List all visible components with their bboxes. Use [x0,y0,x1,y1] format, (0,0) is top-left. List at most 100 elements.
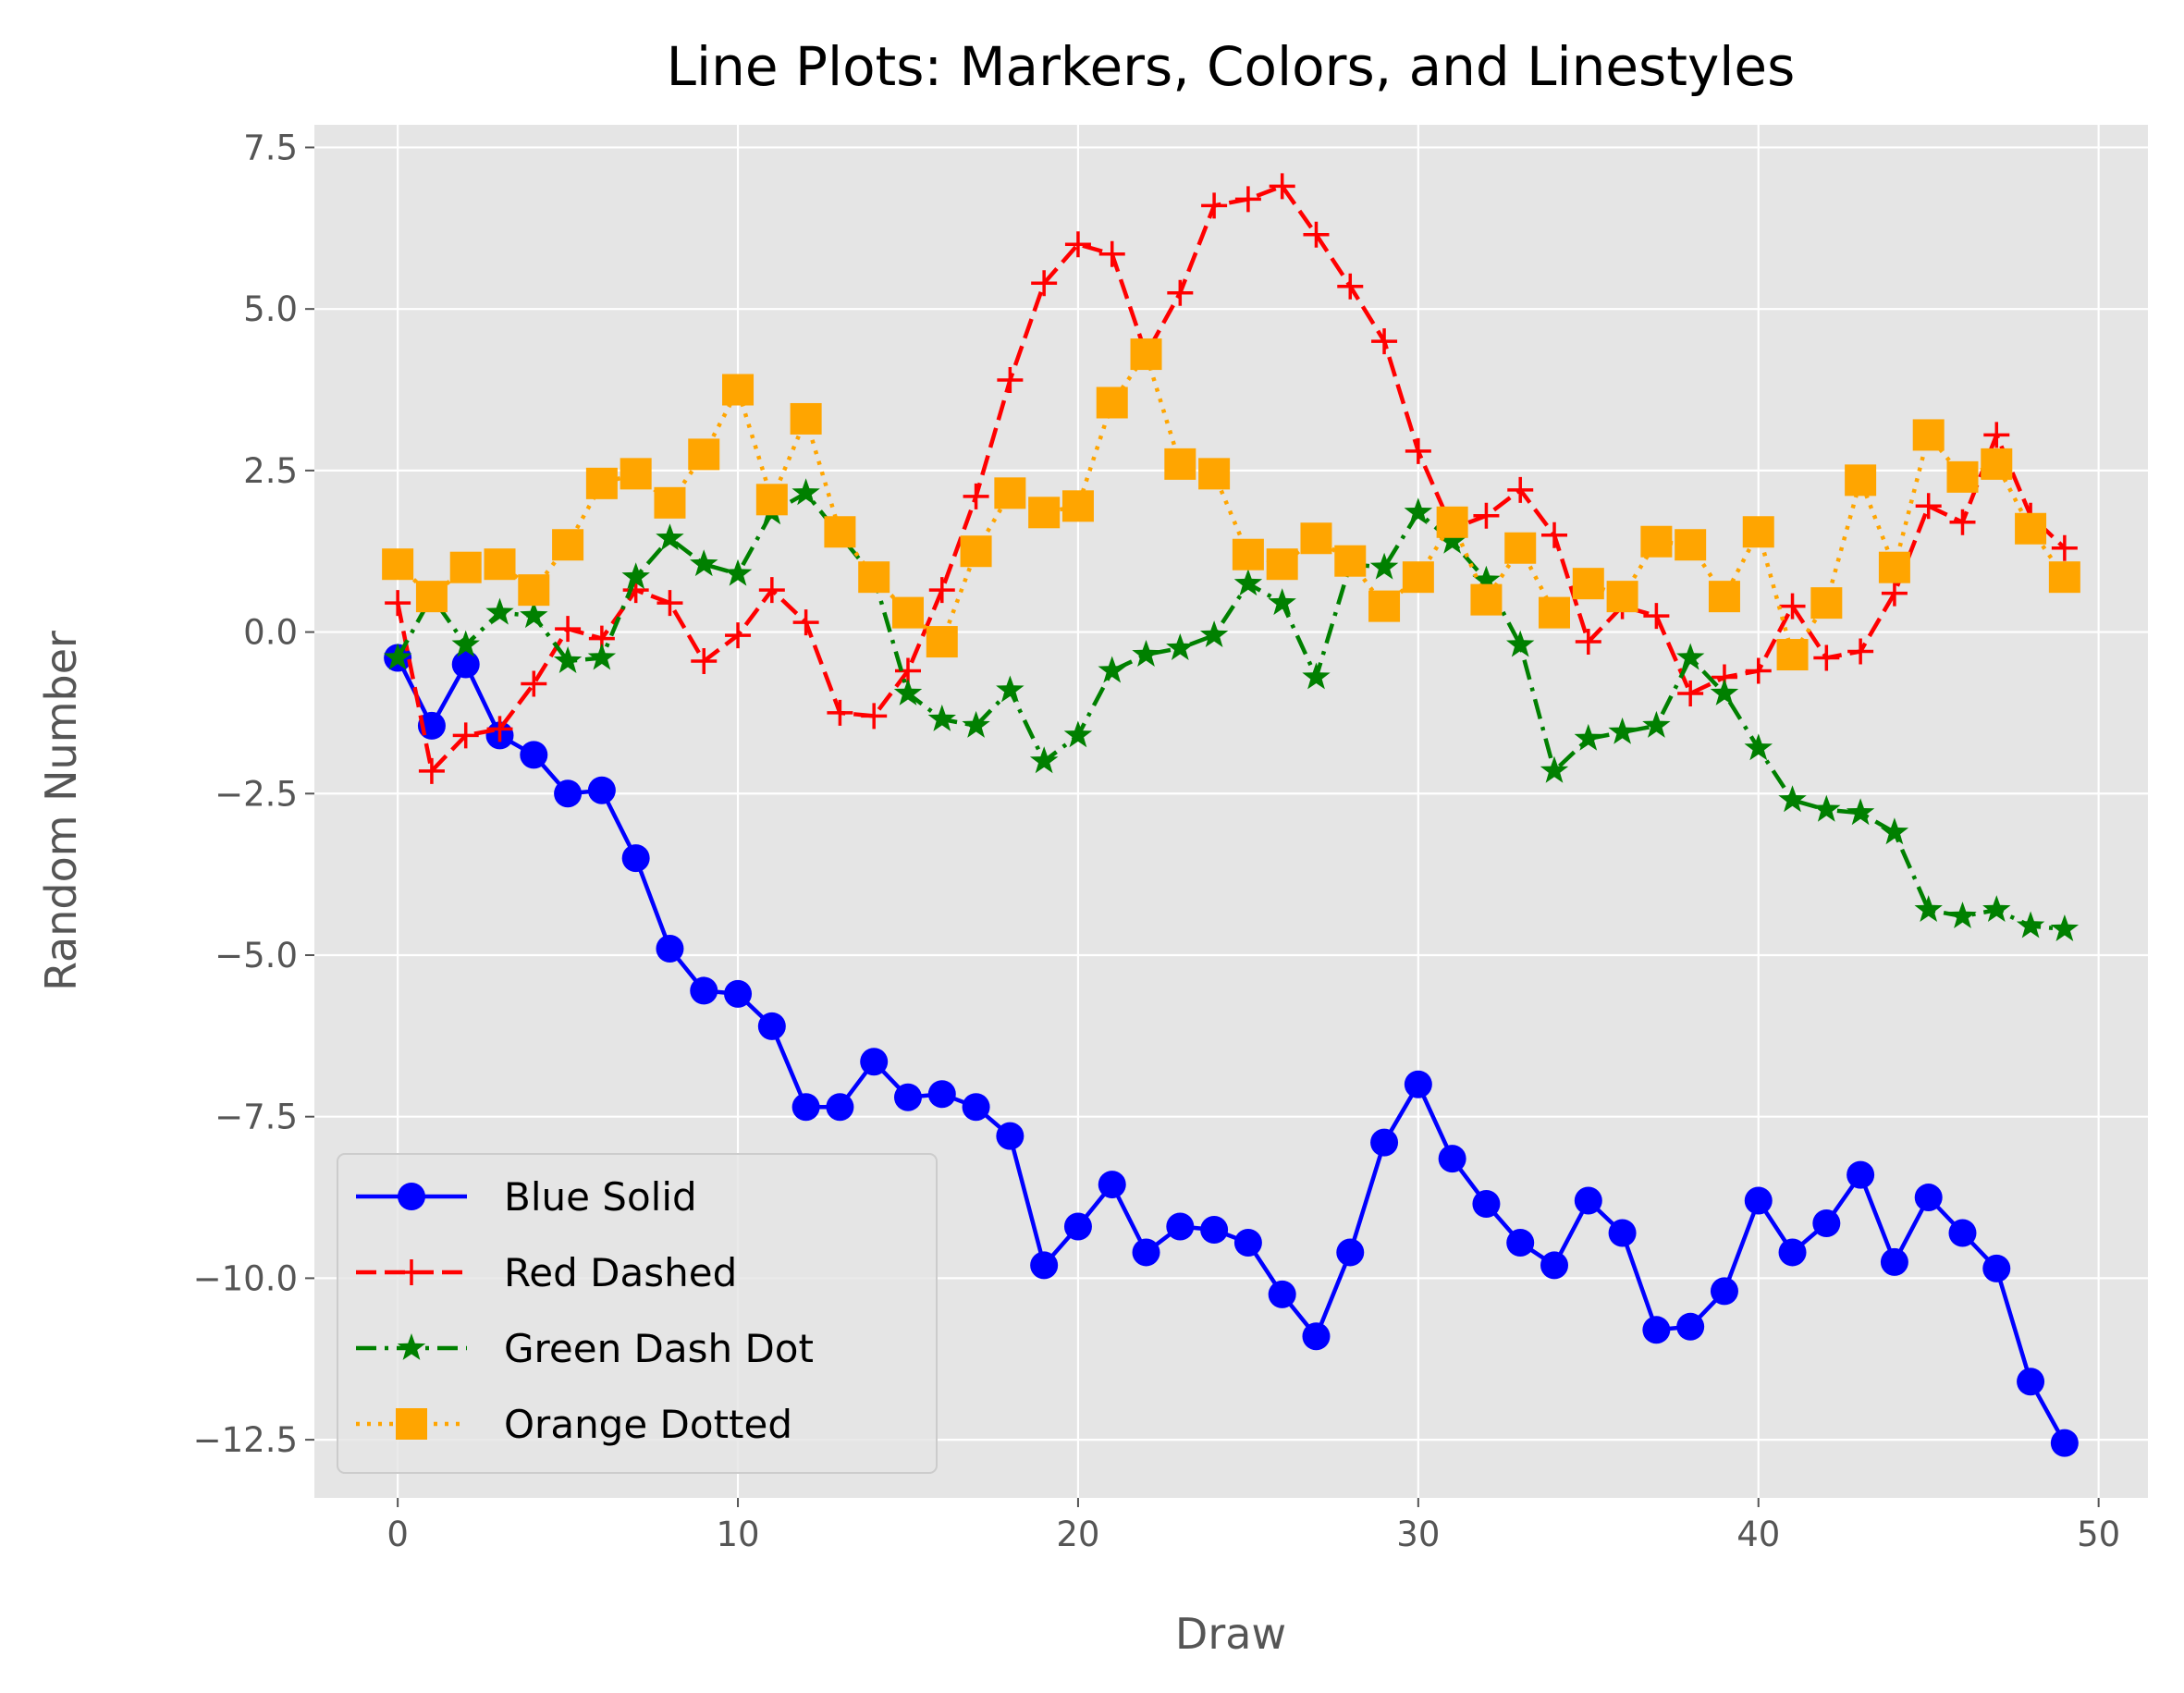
data-point-orange-dotted [891,596,924,629]
data-point-blue-solid [1268,1280,1296,1308]
data-point-orange-dotted [1436,506,1468,538]
data-point-green-dash-dot [1302,662,1331,690]
data-point-orange-dotted [1606,581,1638,613]
data-point-blue-solid [1880,1247,1908,1276]
data-point-blue-solid [1914,1184,1943,1212]
data-point-blue-solid [1948,1219,1977,1247]
data-point-green-dash-dot [962,710,990,738]
series-line-orange-dotted [396,351,2067,657]
data-point-blue-solid [1710,1277,1738,1306]
data-point-red-dashed [1234,186,1261,213]
data-point-green-dash-dot [1063,720,1093,748]
legend-marker-orange-dotted [396,1408,427,1440]
data-point-blue-solid [1404,1070,1432,1098]
data-point-blue-solid [826,1093,854,1122]
y-tick-label: −7.5 [215,1098,298,1137]
data-point-blue-solid [724,979,753,1008]
data-point-orange-dotted [1810,587,1843,620]
x-tick-label: 0 [386,1515,409,1554]
data-point-green-dash-dot [1506,630,1535,657]
data-point-green-dash-dot [1948,902,1977,928]
data-point-green-dash-dot [1982,895,2011,922]
data-point-red-dashed [1779,593,1806,620]
data-point-blue-solid [1370,1128,1399,1157]
data-point-red-dashed [1507,476,1534,503]
data-point-orange-dotted [1708,581,1740,613]
data-point-blue-solid [1744,1186,1773,1215]
data-point-green-dash-dot [1268,588,1296,616]
data-point-orange-dotted [824,516,856,548]
data-point-blue-solid [962,1093,990,1122]
data-point-red-dashed [827,699,853,726]
data-point-green-dash-dot [1438,526,1466,554]
data-point-red-dashed [1031,270,1058,297]
data-point-green-dash-dot [690,549,718,577]
data-point-orange-dotted [1300,522,1332,555]
data-point-green-dash-dot [656,523,684,551]
data-point-blue-solid [1812,1209,1841,1237]
data-point-orange-dotted [1675,529,1707,561]
data-point-red-dashed [1881,580,1908,607]
data-point-orange-dotted [722,374,755,406]
data-point-red-dashed [1201,192,1228,219]
data-point-orange-dotted [858,561,890,594]
data-point-blue-solid [1302,1322,1331,1351]
x-axis-label: Draw [1175,1609,1286,1659]
data-point-green-dash-dot [893,679,923,705]
data-point-red-dashed [1643,603,1670,630]
data-point-orange-dotted [1198,458,1231,490]
data-point-orange-dotted [1266,548,1298,581]
y-tick-label: 2.5 [243,451,298,491]
legend-marker-red-dashed [399,1259,424,1285]
data-point-red-dashed [521,670,547,697]
data-point-green-dash-dot [791,478,820,506]
y-tick-label: 7.5 [243,128,298,167]
data-point-green-dash-dot [1029,746,1059,774]
data-point-red-dashed [1269,173,1295,200]
data-point-red-dashed [418,757,445,784]
data-point-red-dashed [452,722,479,749]
data-point-orange-dotted [1061,490,1094,522]
series-layer [382,173,2080,1457]
series-line-red-dashed [395,184,2067,774]
data-point-orange-dotted [1164,448,1196,480]
data-point-red-dashed [997,367,1024,394]
data-point-blue-solid [1847,1160,1875,1189]
data-point-green-dash-dot [1778,785,1807,813]
data-point-orange-dotted [1402,561,1434,594]
data-point-red-dashed [1677,680,1704,706]
data-point-red-dashed [1371,328,1398,355]
data-point-red-dashed [792,609,819,636]
data-point-orange-dotted [960,535,992,568]
data-point-orange-dotted [1130,338,1162,371]
data-point-blue-solid [451,650,480,679]
x-tick-label: 30 [1396,1515,1440,1554]
data-point-blue-solid [1098,1171,1126,1199]
data-point-red-dashed [725,622,752,649]
data-point-red-dashed [1473,502,1500,529]
data-point-blue-solid [1676,1312,1705,1341]
data-point-blue-solid [520,741,548,769]
data-point-red-dashed [1915,493,1942,520]
data-point-green-dash-dot [1369,552,1399,580]
data-point-orange-dotted [2048,561,2080,594]
data-point-green-dash-dot [1880,817,1909,845]
data-point-orange-dotted [415,581,448,613]
data-point-orange-dotted [1742,516,1774,548]
data-point-red-dashed [928,577,955,604]
data-point-orange-dotted [449,551,482,583]
data-point-green-dash-dot [1233,569,1263,596]
y-axis-label: Random Number [36,631,86,991]
data-point-red-dashed [1813,644,1840,671]
data-point-red-dashed [385,590,411,617]
data-point-green-dash-dot [1812,794,1841,822]
data-point-red-dashed [1405,437,1431,464]
data-point-blue-solid [1063,1212,1092,1241]
data-point-orange-dotted [1028,497,1061,529]
data-point-orange-dotted [518,574,550,607]
data-point-red-dashed [963,483,989,509]
data-point-green-dash-dot [1540,755,1569,783]
data-point-orange-dotted [688,438,720,471]
data-point-green-dash-dot [1744,733,1773,761]
